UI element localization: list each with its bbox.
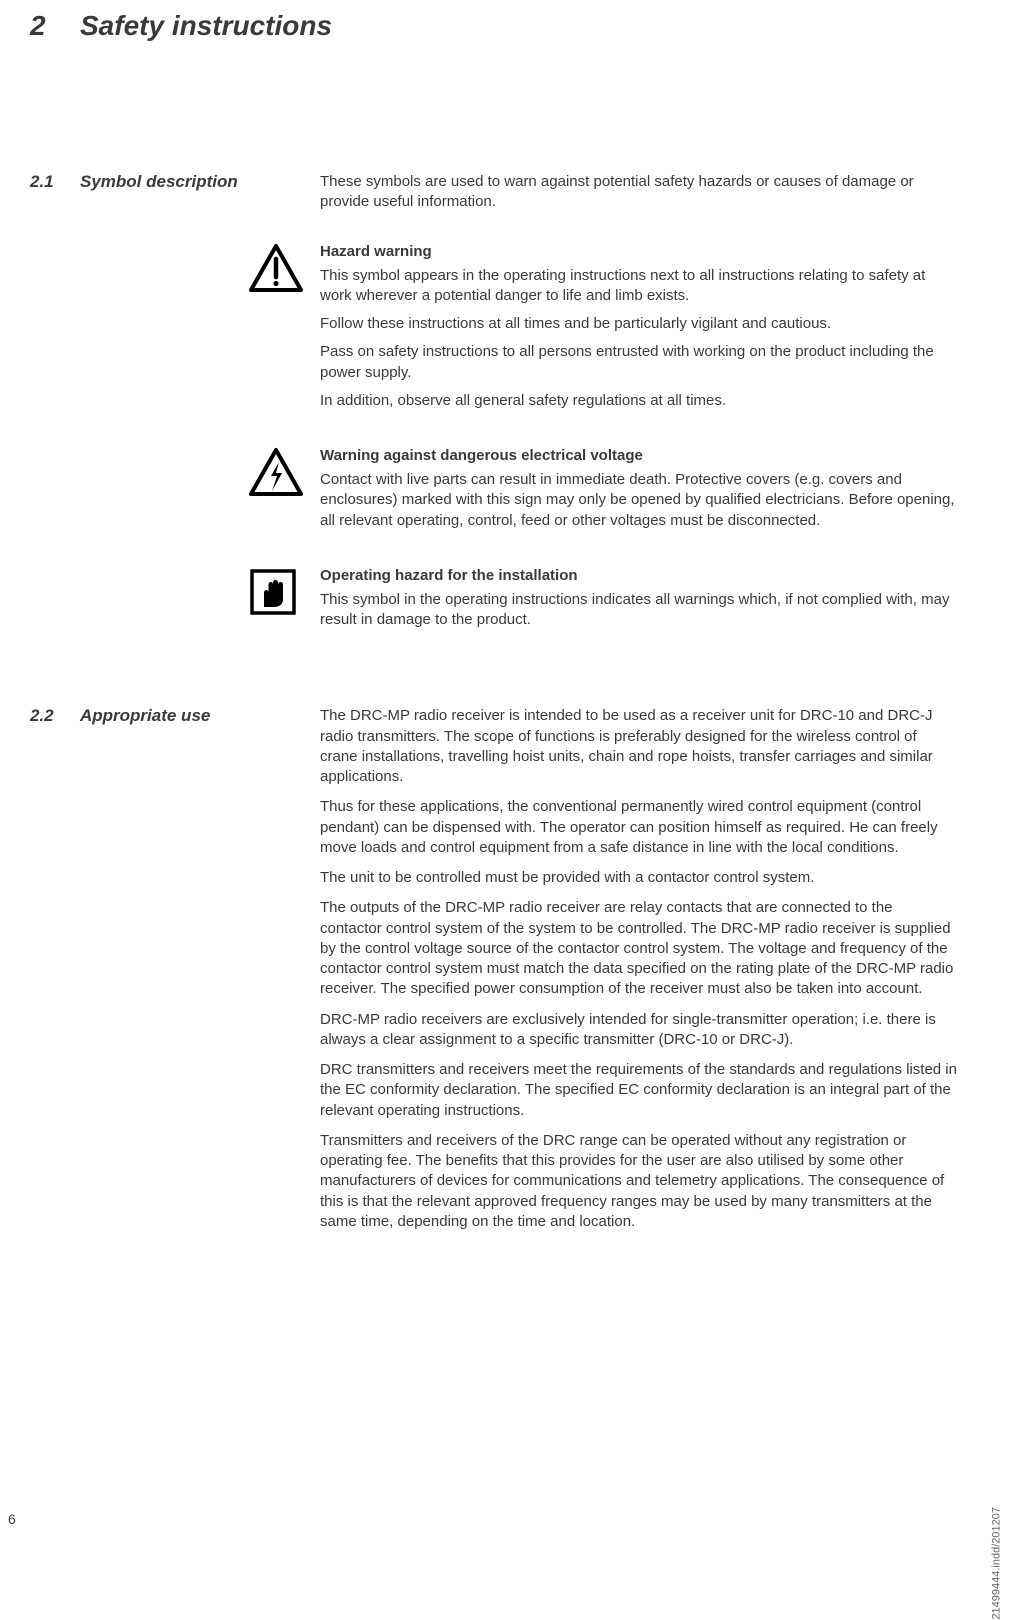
section-content: The DRC-MP radio receiver is intended to… <box>320 706 958 1242</box>
symbol-content: Warning against dangerous electrical vol… <box>320 447 958 539</box>
symbol-block-electrical: Warning against dangerous electrical vol… <box>320 447 958 539</box>
symbol-heading: Hazard warning <box>320 243 958 260</box>
section-title: Symbol description <box>80 172 238 666</box>
warning-triangle-icon <box>248 243 320 420</box>
symbol-paragraph: This symbol in the operating instruction… <box>320 590 958 631</box>
section-number: 2.1 <box>30 172 80 666</box>
chapter-title: Safety instructions <box>80 10 332 42</box>
symbol-heading: Operating hazard for the installation <box>320 567 958 584</box>
body-paragraph: DRC transmitters and receivers meet the … <box>320 1060 958 1121</box>
section-header: 2.2 Appropriate use <box>30 706 320 1242</box>
symbol-paragraph: This symbol appears in the operating ins… <box>320 266 958 307</box>
section-appropriate-use: 2.2 Appropriate use The DRC-MP radio rec… <box>30 706 958 1242</box>
symbol-block-operating: Operating hazard for the installation Th… <box>320 567 958 639</box>
hand-square-icon <box>248 567 320 639</box>
symbol-content: Hazard warning This symbol appears in th… <box>320 243 958 420</box>
symbol-paragraph: Contact with live parts can result in im… <box>320 470 958 531</box>
symbol-paragraph: Follow these instructions at all times a… <box>320 314 958 334</box>
document-id: 21499444.indd/201207 <box>991 1507 1003 1620</box>
body-paragraph: The outputs of the DRC-MP radio receiver… <box>320 898 958 999</box>
symbol-block-hazard: Hazard warning This symbol appears in th… <box>320 243 958 420</box>
section-intro: These symbols are used to warn against p… <box>320 172 958 213</box>
symbol-content: Operating hazard for the installation Th… <box>320 567 958 639</box>
page-number: 6 <box>8 1511 16 1527</box>
symbol-paragraph: Pass on safety instructions to all perso… <box>320 342 958 383</box>
section-number: 2.2 <box>30 706 80 1242</box>
symbol-paragraph: In addition, observe all general safety … <box>320 391 958 411</box>
body-paragraph: Thus for these applications, the convent… <box>320 797 958 858</box>
section-title: Appropriate use <box>80 706 210 1242</box>
body-paragraph: Transmitters and receivers of the DRC ra… <box>320 1131 958 1232</box>
chapter-number: 2 <box>30 10 80 42</box>
symbol-heading: Warning against dangerous electrical vol… <box>320 447 958 464</box>
section-symbol-description: 2.1 Symbol description These symbols are… <box>30 172 958 666</box>
electrical-triangle-icon <box>248 447 320 539</box>
chapter-header: 2 Safety instructions <box>30 10 958 42</box>
body-paragraph: DRC-MP radio receivers are exclusively i… <box>320 1010 958 1051</box>
body-paragraph: The DRC-MP radio receiver is intended to… <box>320 706 958 787</box>
body-paragraph: The unit to be controlled must be provid… <box>320 868 958 888</box>
section-content: These symbols are used to warn against p… <box>320 172 958 666</box>
